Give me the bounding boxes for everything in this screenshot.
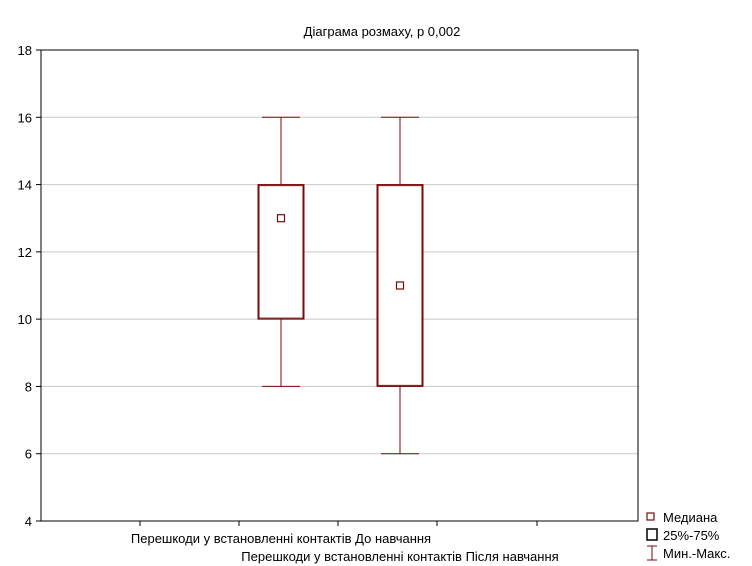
box-1 [257,116,305,387]
legend: Медиана 25%-75% Мин.-Макс. [646,510,730,561]
plot-frame [40,49,639,522]
y-tick-label: 10 [18,312,32,327]
legend-label: Мин.-Макс. [663,546,730,561]
legend-label: 25%-75% [663,528,720,543]
y-tick-label: 16 [18,110,32,125]
chart-title: Діаграма розмаху, p 0,002 [304,24,461,39]
y-tick-label: 8 [25,379,32,394]
median-marker [395,281,405,290]
y-tick-label: 14 [18,178,32,193]
y-axis: 4 6 8 10 12 14 16 18 [18,43,538,529]
median-marker [276,214,286,223]
legend-label: Медиана [663,510,718,525]
box-2 [376,116,424,455]
y-tick-label: 4 [25,514,32,529]
boxes-layer [257,116,424,455]
legend-median-icon [646,512,655,521]
legend-box-icon [646,528,658,541]
iqr-box [257,184,305,320]
grid-lines [41,116,638,455]
y-tick-label: 6 [25,447,32,462]
x-axis-labels: Перешкоди у встановленні контактів До на… [131,531,559,564]
category-label: Перешкоди у встановленні контактів До на… [131,531,431,546]
category-label: Перешкоди у встановленні контактів Після… [241,549,558,564]
y-tick-label: 12 [18,245,32,260]
y-tick-label: 18 [18,43,32,58]
